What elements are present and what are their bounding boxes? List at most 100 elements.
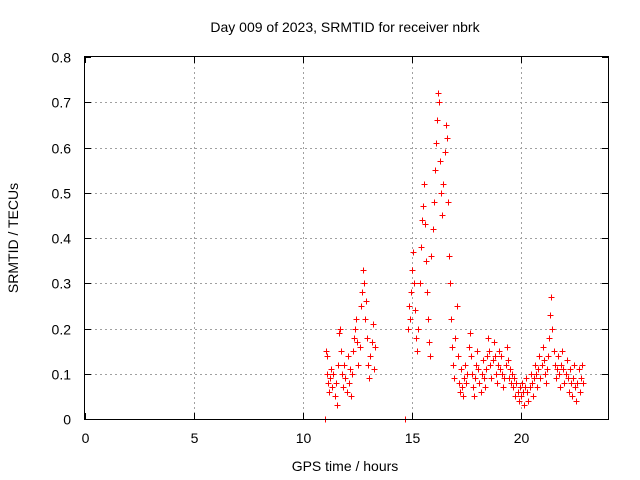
data-point <box>493 371 500 378</box>
data-point <box>499 371 506 378</box>
data-point <box>425 316 432 323</box>
data-point <box>433 140 440 147</box>
data-point <box>476 380 483 387</box>
data-point <box>566 389 573 396</box>
data-point <box>338 348 345 355</box>
data-point <box>468 353 475 360</box>
data-point <box>406 303 413 310</box>
data-point <box>503 362 510 369</box>
data-point <box>327 375 334 382</box>
data-point <box>459 384 466 391</box>
data-point <box>474 348 481 355</box>
data-point <box>336 330 343 337</box>
data-point <box>325 380 332 387</box>
data-point <box>345 353 352 360</box>
data-point <box>458 366 465 373</box>
x-tick-label: 15 <box>405 430 421 446</box>
data-point <box>415 326 422 333</box>
data-point <box>410 249 417 256</box>
data-point <box>500 384 507 391</box>
data-point <box>481 375 488 382</box>
data-point <box>332 393 339 400</box>
y-tick-label: 0.5 <box>52 186 72 202</box>
data-point <box>579 362 586 369</box>
data-point <box>578 375 585 382</box>
data-point <box>407 316 414 323</box>
data-point <box>487 362 494 369</box>
data-point <box>461 375 468 382</box>
data-point <box>323 348 330 355</box>
data-point <box>486 348 493 355</box>
data-point <box>417 280 424 287</box>
data-point <box>546 335 553 342</box>
data-point <box>457 389 464 396</box>
data-point <box>451 375 458 382</box>
grid <box>85 57 608 419</box>
data-point <box>362 316 369 323</box>
data-point <box>527 384 534 391</box>
data-point <box>516 398 523 405</box>
tick-labels: 0 0.1 0.2 0.3 0.4 0.5 0.6 0.7 0.8 0 5 10 15 20 <box>52 50 530 447</box>
data-point <box>442 149 449 156</box>
x-tick-label: 5 <box>191 430 199 446</box>
data-point <box>540 344 547 351</box>
data-point <box>412 307 419 314</box>
data-point <box>355 362 362 369</box>
data-point <box>570 375 577 382</box>
data-point <box>511 375 518 382</box>
data-point <box>414 348 421 355</box>
data-point <box>426 339 433 346</box>
data-point <box>420 203 427 210</box>
data-point <box>358 303 365 310</box>
y-tick-label: 0.4 <box>52 231 72 247</box>
data-point <box>419 217 426 224</box>
data-point <box>551 348 558 355</box>
data-point <box>533 371 540 378</box>
data-point <box>326 389 333 396</box>
data-point <box>564 357 571 364</box>
data-point <box>408 289 415 296</box>
data-point <box>467 330 474 337</box>
data-point <box>439 212 446 219</box>
data-point <box>485 335 492 342</box>
data-point <box>492 353 499 360</box>
data-point <box>490 357 497 364</box>
data-point <box>446 253 453 260</box>
data-point <box>553 375 560 382</box>
data-point <box>334 402 341 409</box>
data-point <box>494 380 501 387</box>
data-point <box>498 353 505 360</box>
data-point <box>361 280 368 287</box>
data-point <box>543 380 550 387</box>
data-point <box>531 375 538 382</box>
x-axis-label: GPS time / hours <box>292 458 399 474</box>
data-point <box>434 117 441 124</box>
data-point <box>437 158 444 165</box>
data-point <box>549 326 556 333</box>
data-point <box>456 380 463 387</box>
data-point <box>346 380 353 387</box>
data-point <box>470 384 477 391</box>
data-point <box>335 362 342 369</box>
data-point <box>482 384 489 391</box>
data-point <box>573 398 580 405</box>
data-point <box>569 393 576 400</box>
data-point <box>521 402 528 409</box>
data-point <box>365 362 372 369</box>
data-point <box>418 244 425 251</box>
y-tick-label: 0.1 <box>52 367 72 383</box>
data-point <box>436 99 443 106</box>
data-point <box>324 353 331 360</box>
data-point <box>472 375 479 382</box>
data-point <box>559 348 566 355</box>
data-point <box>518 393 525 400</box>
data-point <box>363 298 370 305</box>
data-point <box>548 294 555 301</box>
data-point <box>513 380 520 387</box>
data-point <box>572 384 579 391</box>
data-point <box>525 398 532 405</box>
data-points <box>322 90 587 423</box>
data-point <box>340 384 347 391</box>
data-point <box>405 326 412 333</box>
data-point <box>537 375 544 382</box>
